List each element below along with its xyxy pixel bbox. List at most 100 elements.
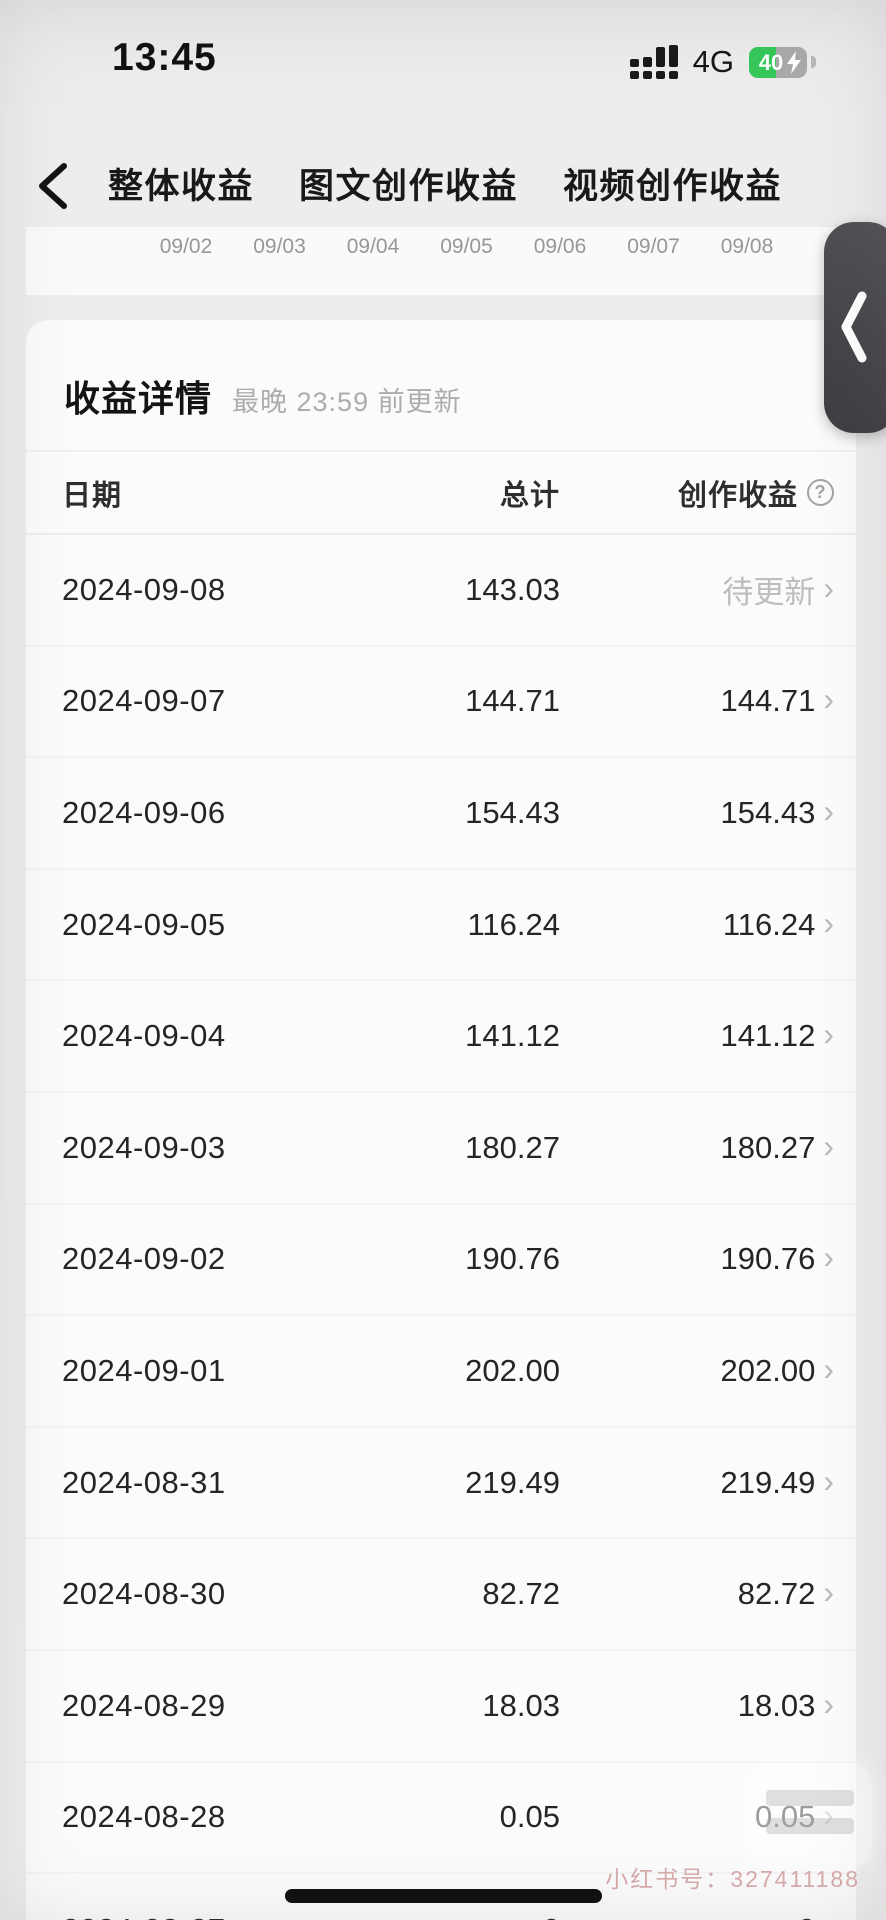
earnings-table-row[interactable]: 2024-09-02 190.76 190.76 › (26, 1205, 856, 1317)
row-creation: 116.24 › (560, 907, 834, 943)
column-header-date: 日期 (62, 479, 123, 512)
earnings-table-row[interactable]: 2024-08-30 82.72 82.72 › (26, 1539, 856, 1651)
row-date: 2024-08-28 (62, 1799, 226, 1835)
tab-video-earnings[interactable]: 视频创作收益 (563, 167, 783, 206)
column-header-total: 总计 (499, 479, 560, 512)
chart-axis-dates: 09/02 09/03 09/04 09/05 09/06 09/07 09/08 (155, 227, 778, 259)
help-icon[interactable]: ? (807, 479, 834, 506)
earnings-table-row[interactable]: 2024-08-27 00› (26, 1874, 856, 1920)
battery-percent-label: 40 (758, 49, 784, 75)
row-total: 202.00 (465, 1352, 560, 1388)
earnings-table-row[interactable]: 2024-09-06 154.43 154.43 › (26, 758, 856, 870)
earnings-detail-card: 收益详情 最晚 23:59 前更新 日期 总计 创作收益 ? 2024-09-0… (26, 320, 856, 1920)
row-total: 0.05 (499, 1799, 560, 1835)
row-creation-value: 141.12 (720, 1018, 816, 1054)
row-creation: 154.43 › (560, 795, 834, 831)
earnings-table-row[interactable]: 2024-09-01 202.00 202.00 › (26, 1316, 856, 1428)
network-type-label: 4G (692, 44, 734, 79)
row-total: 190.76 (465, 1241, 560, 1277)
row-creation-value: 0 (798, 1912, 815, 1920)
row-creation-value: 219.49 (720, 1464, 816, 1500)
axis-date-label: 09/07 (627, 235, 680, 258)
chevron-right-icon: › (823, 1016, 834, 1053)
earnings-table-row[interactable]: 2024-08-31 219.49 219.49 › (26, 1428, 856, 1540)
row-creation-value: 202.00 (720, 1352, 816, 1388)
tab-list: 整体收益 图文创作收益 视频创作收益 (108, 158, 782, 209)
chevron-right-icon: › (823, 1912, 834, 1920)
row-creation: 202.00 › (560, 1353, 834, 1389)
battery-nub (811, 56, 816, 68)
row-creation: 219.49 › (560, 1465, 834, 1501)
row-date: 2024-08-30 (62, 1576, 226, 1612)
row-creation-value: 0.05 (755, 1799, 816, 1835)
row-total: 219.49 (465, 1464, 560, 1500)
row-date: 2024-09-01 (62, 1352, 226, 1388)
tab-image-text-earnings[interactable]: 图文创作收益 (299, 167, 519, 206)
tab-overall-earnings[interactable]: 整体收益 (108, 167, 255, 206)
row-creation: 141.12 › (560, 1018, 834, 1054)
column-header-creation-label: 创作收益 (677, 479, 798, 512)
chevron-right-icon: › (823, 792, 834, 829)
earnings-table-row[interactable]: 2024-08-28 0.05 0.05 › (26, 1763, 856, 1875)
earnings-table-row[interactable]: 2024-09-07 144.71 144.71 › (26, 647, 856, 759)
nav-tab-bar: 整体收益 图文创作收益 视频创作收益 (0, 100, 886, 269)
home-indicator[interactable] (285, 1889, 602, 1903)
chevron-right-icon: › (823, 1797, 834, 1834)
earnings-table-row[interactable]: 2024-09-03 180.27 180.27 › (26, 1093, 856, 1205)
row-date: 2024-09-08 (62, 571, 226, 607)
side-panel-handle[interactable] (824, 222, 886, 433)
earnings-table-row[interactable]: 2024-08-29 18.03 18.03 › (26, 1651, 856, 1763)
axis-date-label: 09/04 (346, 235, 400, 258)
cellular-signal-icon (629, 45, 678, 79)
row-date: 2024-09-07 (62, 683, 226, 719)
update-note: 最晚 23:59 前更新 (232, 387, 462, 417)
status-bar: 13:45 4G 40 (0, 0, 886, 100)
chevron-right-icon: › (823, 1574, 834, 1611)
watermark-text: 小红书号：327411188 (605, 1866, 860, 1892)
row-creation: 180.27 › (560, 1130, 834, 1166)
panel-header: 收益详情 最晚 23:59 前更新 (26, 320, 856, 422)
row-creation-value: 144.71 (720, 683, 816, 719)
row-creation-value: 116.24 (722, 906, 816, 942)
chevron-left-icon (841, 291, 867, 363)
row-creation: 0› (560, 1912, 834, 1920)
chevron-right-icon: › (823, 1685, 834, 1722)
status-bar-right: 4G 40 (629, 44, 816, 80)
chevron-right-icon: › (823, 1127, 834, 1164)
divider (26, 450, 856, 452)
chevron-right-icon: › (823, 904, 834, 941)
clock-time: 13:45 (112, 36, 217, 79)
row-creation: 0.05 › (560, 1799, 834, 1835)
earnings-table-row[interactable]: 2024-09-08 143.03 待更新 › (26, 535, 856, 647)
row-creation-value: 190.76 (720, 1241, 816, 1277)
earnings-rows: 2024-09-08 143.03 待更新 › 2024-09-07 144.71 144.… (26, 535, 856, 1920)
earnings-table-row[interactable]: 2024-09-05 116.24 116.24 › (26, 870, 856, 982)
row-creation: 82.72 › (560, 1576, 834, 1612)
chevron-right-icon: › (823, 569, 834, 606)
back-icon[interactable] (34, 162, 70, 210)
row-total: 143.03 (465, 571, 560, 607)
row-date: 2024-09-05 (62, 906, 226, 942)
row-creation: 144.71 › (560, 683, 834, 719)
row-date: 2024-08-29 (62, 1687, 226, 1723)
axis-date-label: 09/02 (159, 235, 213, 258)
chart-axis-strip: 09/02 09/03 09/04 09/05 09/06 09/07 09/08 (26, 227, 856, 295)
row-total: 141.12 (465, 1018, 560, 1054)
row-creation-value: 180.27 (720, 1129, 816, 1165)
row-date: 2024-08-31 (62, 1464, 226, 1500)
row-date: 2024-09-03 (62, 1129, 226, 1165)
chevron-right-icon: › (823, 1462, 834, 1499)
charging-bolt-icon (787, 50, 801, 74)
panel-title: 收益详情 (64, 378, 213, 419)
row-creation-value: 82.72 (737, 1576, 816, 1612)
axis-date-label: 09/06 (533, 235, 587, 258)
chevron-right-icon: › (823, 1350, 834, 1387)
earnings-table-row[interactable]: 2024-09-04 141.12 141.12 › (26, 981, 856, 1093)
row-total: 18.03 (482, 1687, 560, 1723)
axis-date-label: 09/08 (720, 235, 774, 258)
row-date: 2024-08-27 (62, 1912, 342, 1920)
row-total: 82.72 (482, 1576, 560, 1612)
row-creation: 待更新 › (560, 567, 834, 612)
row-total: 144.71 (465, 683, 560, 719)
